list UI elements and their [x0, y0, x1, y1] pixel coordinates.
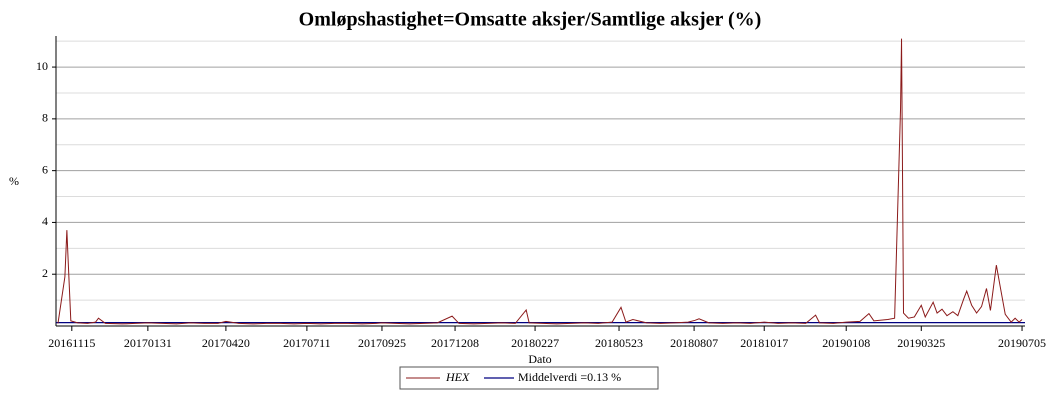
- x-tick-label: 20170420: [202, 336, 250, 350]
- x-tick-label: 20171208: [431, 336, 479, 350]
- y-tick-label: 6: [42, 162, 48, 176]
- y-tick-label: 10: [36, 59, 48, 73]
- x-tick-label: 20170925: [358, 336, 406, 350]
- x-tick-label: 20161115: [48, 336, 95, 350]
- y-tick-label: 4: [42, 214, 48, 228]
- x-tick-label: 20190108: [822, 336, 870, 350]
- x-tick-label: 20190705: [998, 336, 1046, 350]
- legend-box: [399, 366, 659, 390]
- y-tick-label: 2: [42, 266, 48, 280]
- x-tick-label: 20180227: [511, 336, 559, 350]
- data-line: [57, 38, 1023, 325]
- x-tick-label: 20180807: [670, 336, 718, 350]
- legend-label: HEX: [445, 370, 470, 384]
- x-tick-label: 20190325: [897, 336, 945, 350]
- y-tick-label: 8: [42, 111, 48, 125]
- legend-label: Middelverdi =0.13 %: [518, 370, 621, 384]
- x-tick-label: 20180523: [595, 336, 643, 350]
- x-tick-label: 20181017: [740, 336, 788, 350]
- x-tick-label: 20170131: [124, 336, 172, 350]
- y-axis-label: %: [9, 174, 19, 188]
- x-tick-label: 20170711: [283, 336, 331, 350]
- chart-title: Omløpshastighet=Omsatte aksjer/Samtlige …: [299, 9, 762, 31]
- x-axis-label: Dato: [528, 352, 551, 366]
